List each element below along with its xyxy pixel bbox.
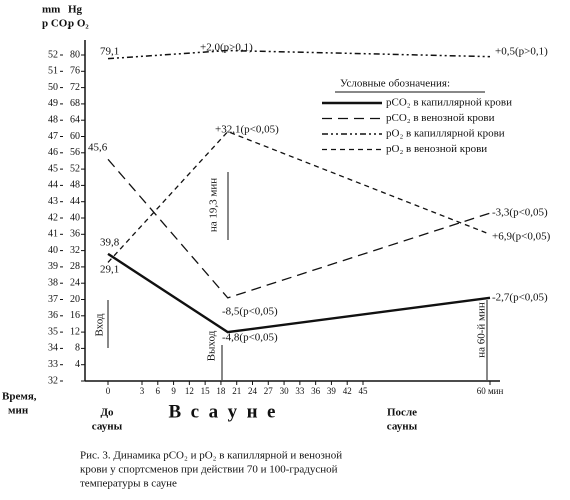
y2-tick-label: 8 xyxy=(75,343,80,354)
y2-tick-label: 16 xyxy=(70,310,80,321)
x-tick-label: 60 мин xyxy=(477,386,504,396)
y-tick-label: 37 xyxy=(48,294,58,305)
y2-axis-header: Hg xyxy=(68,4,83,16)
annotation: -2,7(p<0,05) xyxy=(492,292,548,304)
legend-label: pCO₂ в капиллярной крови xyxy=(386,97,512,109)
caption: Рис. 3. Динамика pCO₂ и pO₂ в капиллярно… xyxy=(80,450,342,462)
y2-tick-label: 20 xyxy=(70,294,80,305)
legend-label: pCO₂ в венозной крови xyxy=(386,112,495,124)
y-tick-label: 34 xyxy=(48,343,58,354)
y2-tick-label: 60 xyxy=(70,131,80,142)
marker-label: на 60-й мин xyxy=(476,302,488,358)
y-axis-header: mm xyxy=(42,4,60,16)
y-tick-label: 46 xyxy=(48,147,58,158)
annotation: 29,1 xyxy=(100,264,119,276)
y-tick-label: 47 xyxy=(48,131,58,142)
y-tick-label: 48 xyxy=(48,114,58,125)
annotation: -4,8(p<0,05) xyxy=(222,332,278,344)
y2-tick-label: 68 xyxy=(70,98,80,109)
period-label: До xyxy=(100,407,114,419)
x-tick-label: 30 xyxy=(280,386,290,396)
caption: крови у спортсменов при действии 70 и 10… xyxy=(80,464,338,476)
x-tick-label: 39 xyxy=(327,386,337,396)
y2-tick-label: 48 xyxy=(70,180,80,191)
legend-title: Условные обозначения: xyxy=(340,78,450,90)
y-tick-label: 32 xyxy=(48,375,58,386)
annotation: 39,8 xyxy=(100,237,120,249)
period-label: сауны xyxy=(387,421,418,433)
marker-label: Вход xyxy=(94,313,106,336)
x-tick-label: 18 xyxy=(216,386,226,396)
x-axis-label: мин xyxy=(8,405,29,417)
y2-tick-label: 52 xyxy=(70,163,80,174)
series-line xyxy=(107,252,491,334)
caption: температуры в сауне xyxy=(80,478,177,490)
y-tick-label: 44 xyxy=(48,180,58,191)
series-line xyxy=(107,158,491,299)
annotation: -8,5(p<0,05) xyxy=(222,306,278,318)
x-tick-label: 45 xyxy=(359,386,369,396)
series-line xyxy=(107,49,491,60)
y2-tick-label: 4 xyxy=(75,359,80,370)
x-axis-label: Время, xyxy=(2,391,37,403)
x-tick-label: 33 xyxy=(295,386,305,396)
y-tick-label: 40 xyxy=(48,245,58,256)
y2-tick-label: 56 xyxy=(70,147,80,158)
y-tick-label: 50 xyxy=(48,82,58,93)
y2-tick-label: 76 xyxy=(70,66,80,77)
y2-tick-label: 64 xyxy=(70,114,80,125)
x-tick-label: 42 xyxy=(343,386,352,396)
y-tick-label: 36 xyxy=(48,310,58,321)
annotation: +2,0(p>0,1) xyxy=(200,42,253,54)
y-tick-label: 38 xyxy=(48,277,58,288)
annotation: +6,9(p<0,05) xyxy=(492,231,551,243)
y2-tick-label: 24 xyxy=(70,277,80,288)
y2-tick-label: 12 xyxy=(70,326,80,337)
y-tick-label: 42 xyxy=(48,212,58,223)
x-tick-label: 24 xyxy=(248,386,258,396)
y-tick-label: 49 xyxy=(48,98,58,109)
period-label: сауны xyxy=(92,421,123,433)
legend-label: pO₂ в капиллярной крови xyxy=(386,128,505,140)
period-label: После xyxy=(387,407,417,419)
y-tick-label: 52 xyxy=(48,49,58,60)
y2-tick-label: 0 xyxy=(75,375,80,386)
y-tick-label: 33 xyxy=(48,359,58,370)
annotation: +0,5(p>0,1) xyxy=(495,46,548,58)
y2-tick-label: 32 xyxy=(70,245,80,256)
x-tick-label: 0 xyxy=(106,386,111,396)
y2-tick-label: 28 xyxy=(70,261,80,272)
x-tick-label: 3 xyxy=(140,386,145,396)
marker-label: на 19,3 мин xyxy=(208,178,220,232)
y-tick-label: 51 xyxy=(48,66,58,77)
period-label: В с а у н е xyxy=(169,401,276,422)
y-tick-label: 35 xyxy=(48,326,58,337)
y-axis-header: p CO₂ xyxy=(42,18,71,30)
x-tick-label: 27 xyxy=(264,386,274,396)
y2-axis-header: p O₂ xyxy=(68,18,89,30)
y2-tick-label: 40 xyxy=(70,212,80,223)
y2-tick-label: 44 xyxy=(70,196,80,207)
y-tick-label: 39 xyxy=(48,261,58,272)
y2-tick-label: 80 xyxy=(70,49,80,60)
y-tick-label: 43 xyxy=(48,196,58,207)
y-tick-label: 41 xyxy=(48,229,58,240)
y-tick-label: 45 xyxy=(48,163,58,174)
y2-tick-label: 72 xyxy=(70,82,80,93)
x-tick-label: 21 xyxy=(232,386,241,396)
annotation: +32,1(p<0,05) xyxy=(215,124,279,136)
marker-label: Выход xyxy=(206,330,218,361)
annotation: -3,3(p<0,05) xyxy=(492,207,548,219)
y2-tick-label: 36 xyxy=(70,229,80,240)
annotation: 45,6 xyxy=(88,142,108,154)
legend-label: pO₂ в венозной крови xyxy=(386,143,487,155)
x-tick-label: 12 xyxy=(185,386,194,396)
x-tick-label: 15 xyxy=(201,386,211,396)
x-tick-label: 36 xyxy=(311,386,321,396)
x-tick-label: 9 xyxy=(171,386,176,396)
annotation: 79,1 xyxy=(100,46,119,58)
x-tick-label: 6 xyxy=(156,386,161,396)
